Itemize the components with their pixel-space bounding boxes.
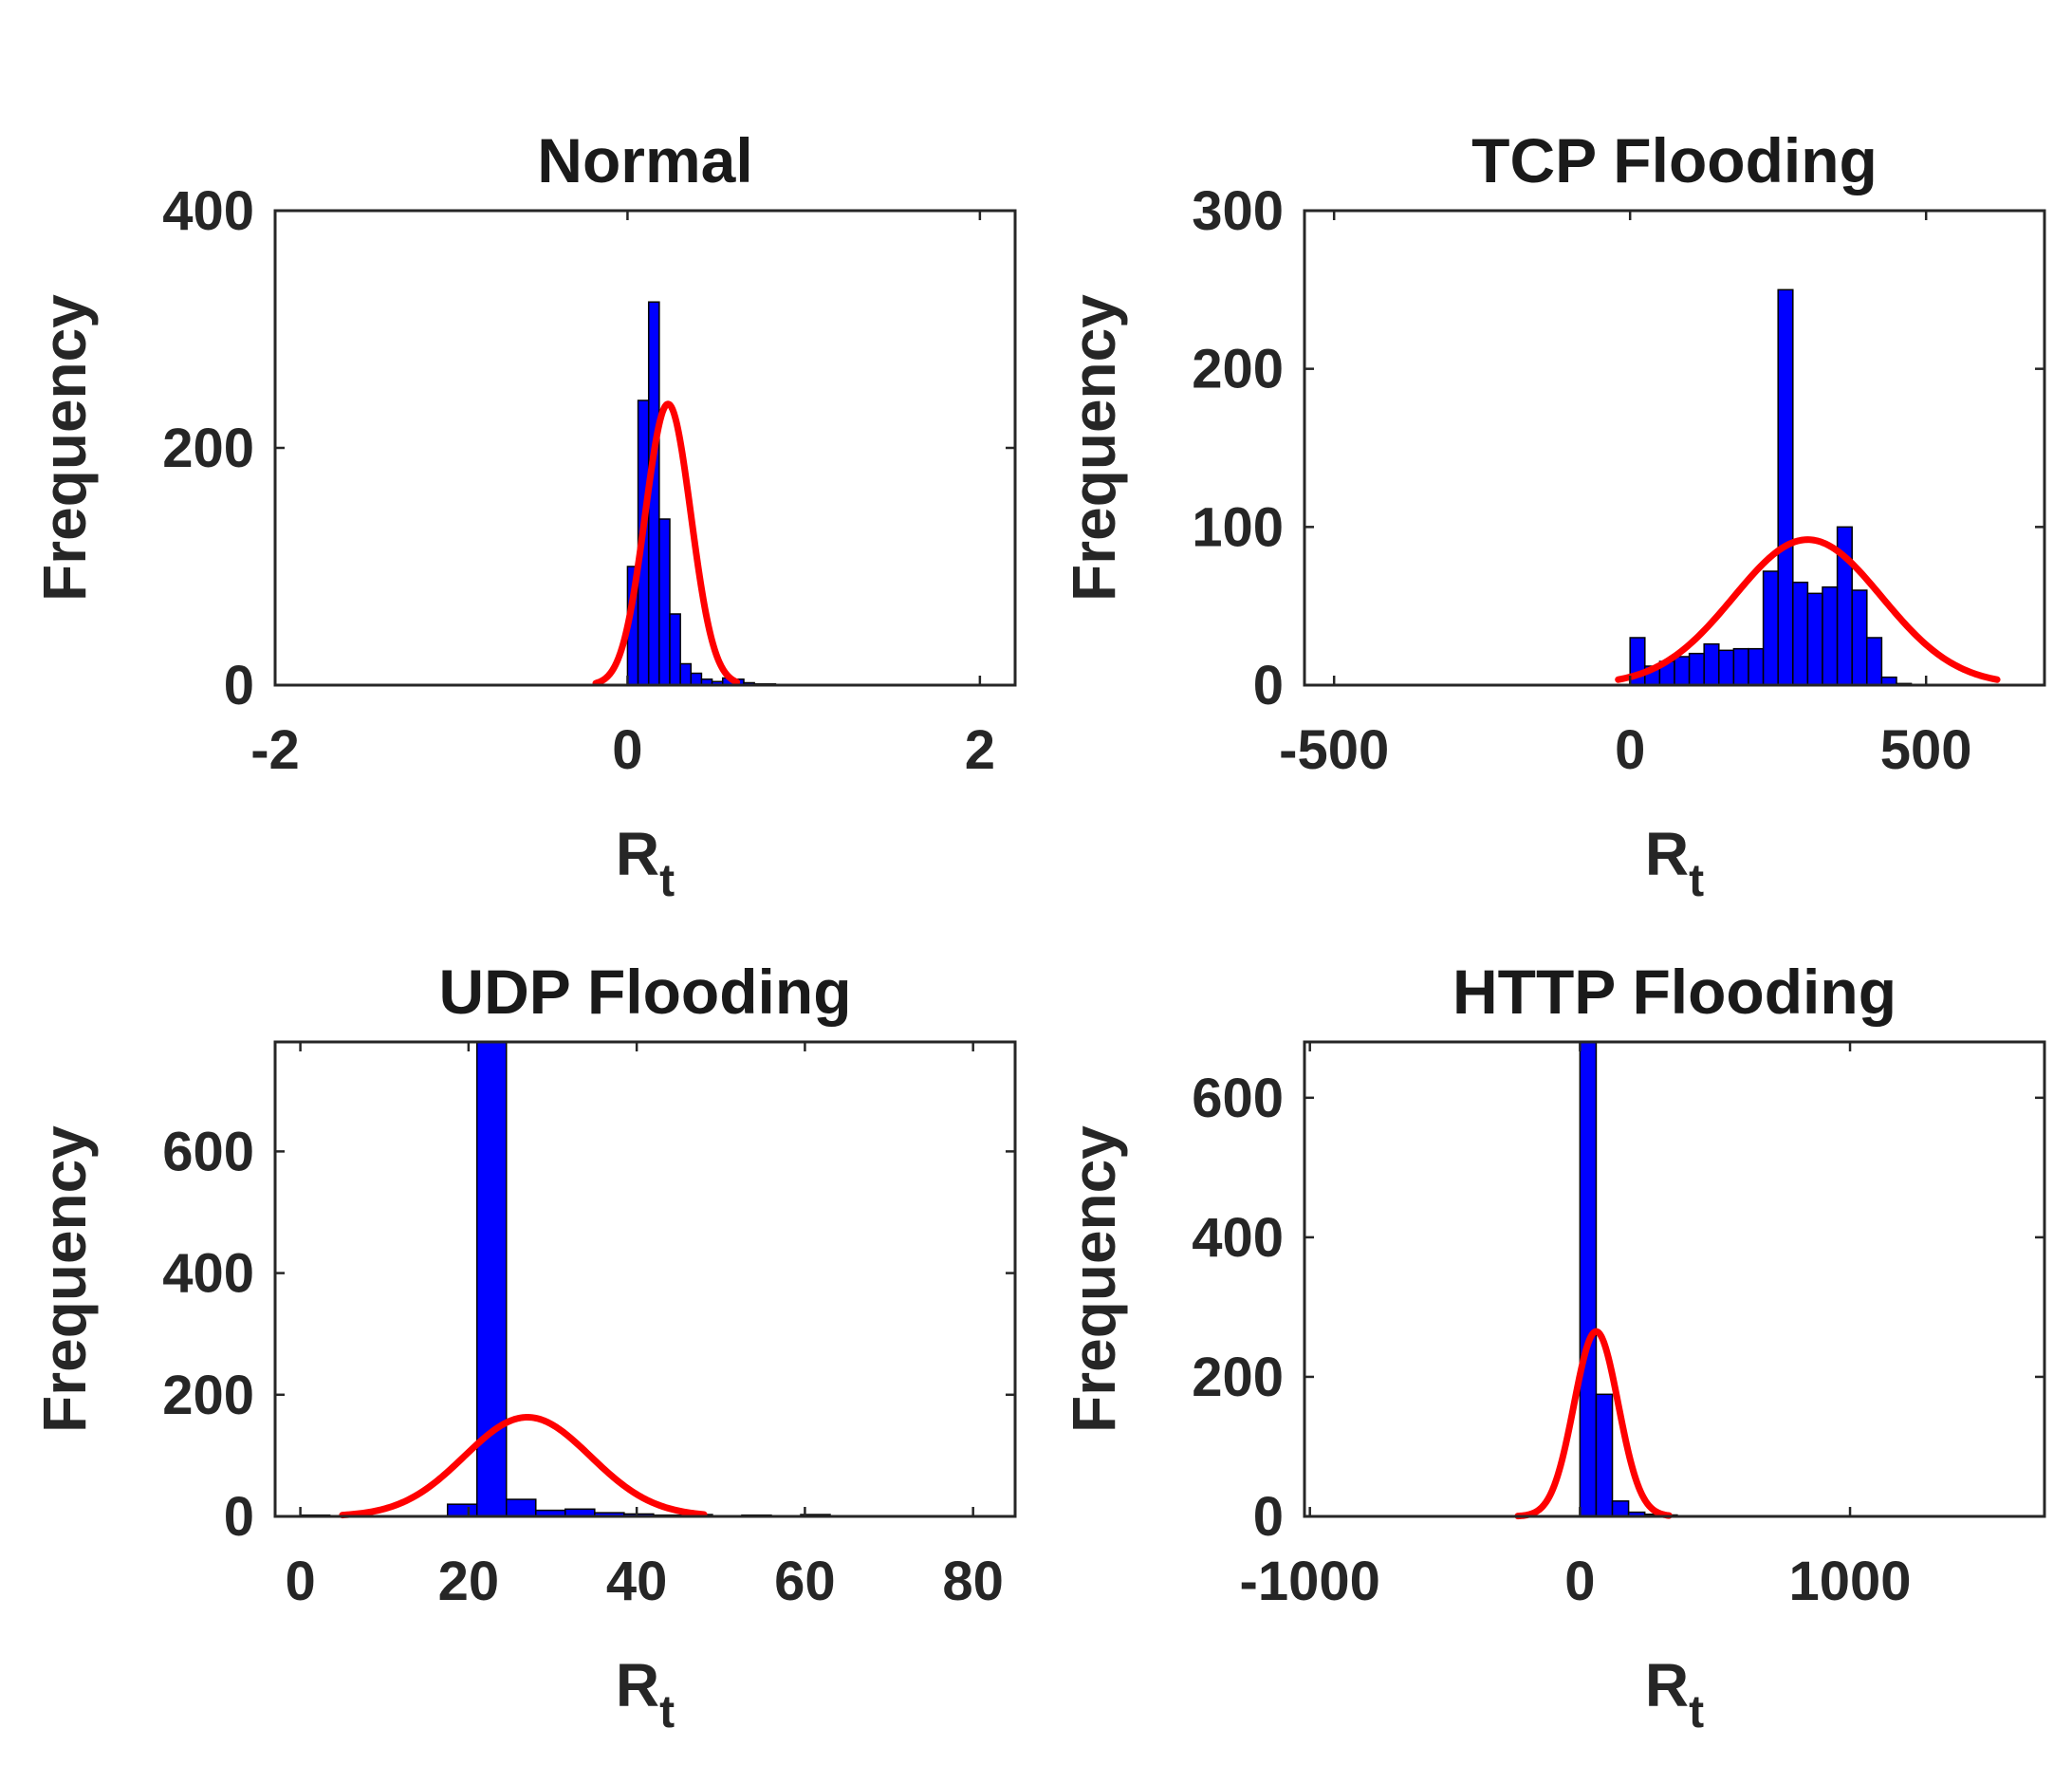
y-tick-label: 400 (162, 180, 254, 242)
histogram-bar (1792, 581, 1809, 686)
histogram-bar (1674, 656, 1691, 686)
y-axis-label: Frequency (1060, 294, 1128, 602)
x-tick-label: 80 (942, 1551, 1004, 1612)
histogram-bar (1851, 589, 1868, 686)
histogram-bar (1703, 642, 1720, 686)
y-tick-label: 0 (224, 1486, 254, 1548)
x-axis-label: Rt (1645, 1651, 1704, 1738)
histogram-bar (446, 1503, 478, 1517)
axes-box (1303, 1040, 2046, 1518)
normal-fit-curve (592, 400, 741, 687)
y-axis-label: Frequency (30, 1125, 99, 1433)
y-tick-label: 600 (1192, 1068, 1284, 1129)
x-tick-label: -2 (250, 719, 300, 781)
x-tick-label: -1000 (1240, 1551, 1380, 1612)
histogram-bar (1611, 1500, 1630, 1517)
histogram-bar (1732, 647, 1749, 686)
histogram-bar (1718, 649, 1735, 686)
x-tick-label: 0 (612, 719, 642, 781)
normal-fit-curve (1514, 1328, 1673, 1520)
chart-title: Normal (537, 125, 752, 195)
x-tick-label: 2 (965, 719, 995, 781)
axes-box (273, 1040, 1017, 1518)
y-axis-label: Frequency (1060, 1125, 1128, 1433)
x-axis-label: Rt (1645, 820, 1704, 906)
histogram-bar (1866, 637, 1883, 686)
x-tick-label: 20 (438, 1551, 500, 1612)
chart-udp-flooding: 0 20 40 60 80 0 200 400 600 UDP Flooding Rt Frequen… (30, 957, 1017, 1738)
x-tick-label: -500 (1279, 719, 1389, 781)
y-tick-label: 0 (1253, 1486, 1284, 1548)
x-tick-label: 60 (774, 1551, 836, 1612)
x-tick-label: 40 (606, 1551, 668, 1612)
histogram-bars (1579, 1041, 1711, 1517)
histogram-bar (1777, 288, 1794, 686)
y-tick-label: 600 (162, 1121, 254, 1182)
plot-area (1304, 1042, 2044, 1516)
histogram-bar (1748, 647, 1765, 686)
y-tick-label: 200 (1192, 339, 1284, 400)
x-axis-label: Rt (616, 820, 675, 906)
histogram-bars (1629, 288, 1913, 686)
chart-title: TCP Flooding (1471, 125, 1878, 195)
histogram-bar (1579, 1041, 1598, 1517)
y-tick-label: 0 (224, 655, 254, 716)
x-tick-label: 0 (285, 1551, 315, 1612)
y-tick-label: 200 (1192, 1347, 1284, 1408)
y-tick-label: 100 (1192, 496, 1284, 558)
x-tick-label: 0 (1615, 719, 1645, 781)
chart-title: UDP Flooding (438, 957, 851, 1027)
y-tick-label: 400 (1192, 1207, 1284, 1269)
histogram-bar (669, 613, 681, 686)
x-tick-label: 1000 (1789, 1551, 1912, 1612)
histogram-bar (1688, 652, 1705, 686)
x-tick-label: 0 (1564, 1551, 1595, 1612)
normal-fit-curve (1615, 536, 2001, 683)
histogram-bar (506, 1498, 537, 1517)
plot-area (1304, 211, 2044, 685)
histogram-bar (658, 518, 671, 686)
axes-box (1303, 209, 2046, 687)
histogram-bar (475, 1041, 508, 1517)
normal-fit-curve (339, 1414, 708, 1519)
histogram-bar (1806, 592, 1823, 686)
y-tick-label: 0 (1253, 655, 1284, 716)
x-axis-label: Rt (616, 1651, 675, 1738)
plot-area (275, 1042, 1015, 1516)
histogram-bar (1822, 585, 1839, 686)
histogram-bar (1762, 570, 1779, 686)
chart-title: HTTP Flooding (1452, 957, 1896, 1027)
y-axis-label: Frequency (30, 294, 99, 602)
histogram-bar (1595, 1393, 1614, 1517)
histogram-bar (679, 662, 693, 686)
y-tick-label: 200 (162, 418, 254, 479)
y-tick-label: 200 (162, 1365, 254, 1426)
y-tick-label: 400 (162, 1243, 254, 1305)
x-tick-label: 500 (1880, 719, 1972, 781)
histogram-bar (690, 672, 703, 686)
y-tick-label: 300 (1192, 180, 1284, 242)
